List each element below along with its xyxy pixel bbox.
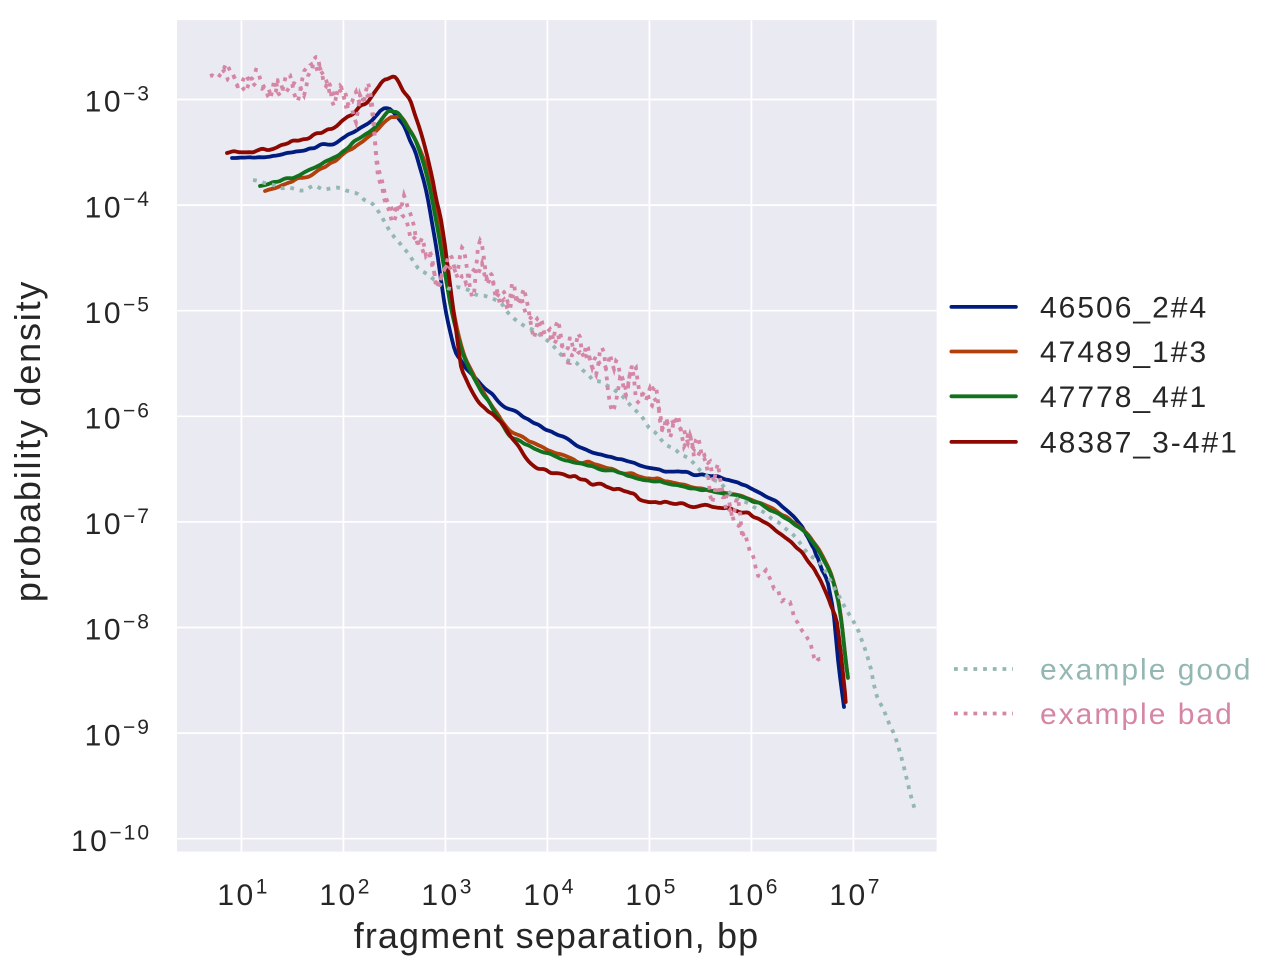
svg-text:47778_4#1: 47778_4#1: [1040, 381, 1208, 414]
svg-text:10−3: 10−3: [85, 83, 151, 119]
svg-text:10−7: 10−7: [85, 505, 151, 541]
svg-text:10−8: 10−8: [85, 611, 151, 647]
svg-text:fragment separation, bp: fragment separation, bp: [354, 915, 760, 956]
svg-text:47489_1#3: 47489_1#3: [1040, 336, 1208, 369]
svg-text:probability density: probability density: [7, 280, 48, 602]
svg-text:example bad: example bad: [1040, 698, 1234, 731]
svg-text:46506_2#4: 46506_2#4: [1040, 291, 1208, 324]
svg-text:example good: example good: [1040, 654, 1252, 687]
svg-text:48387_3-4#1: 48387_3-4#1: [1040, 426, 1239, 459]
